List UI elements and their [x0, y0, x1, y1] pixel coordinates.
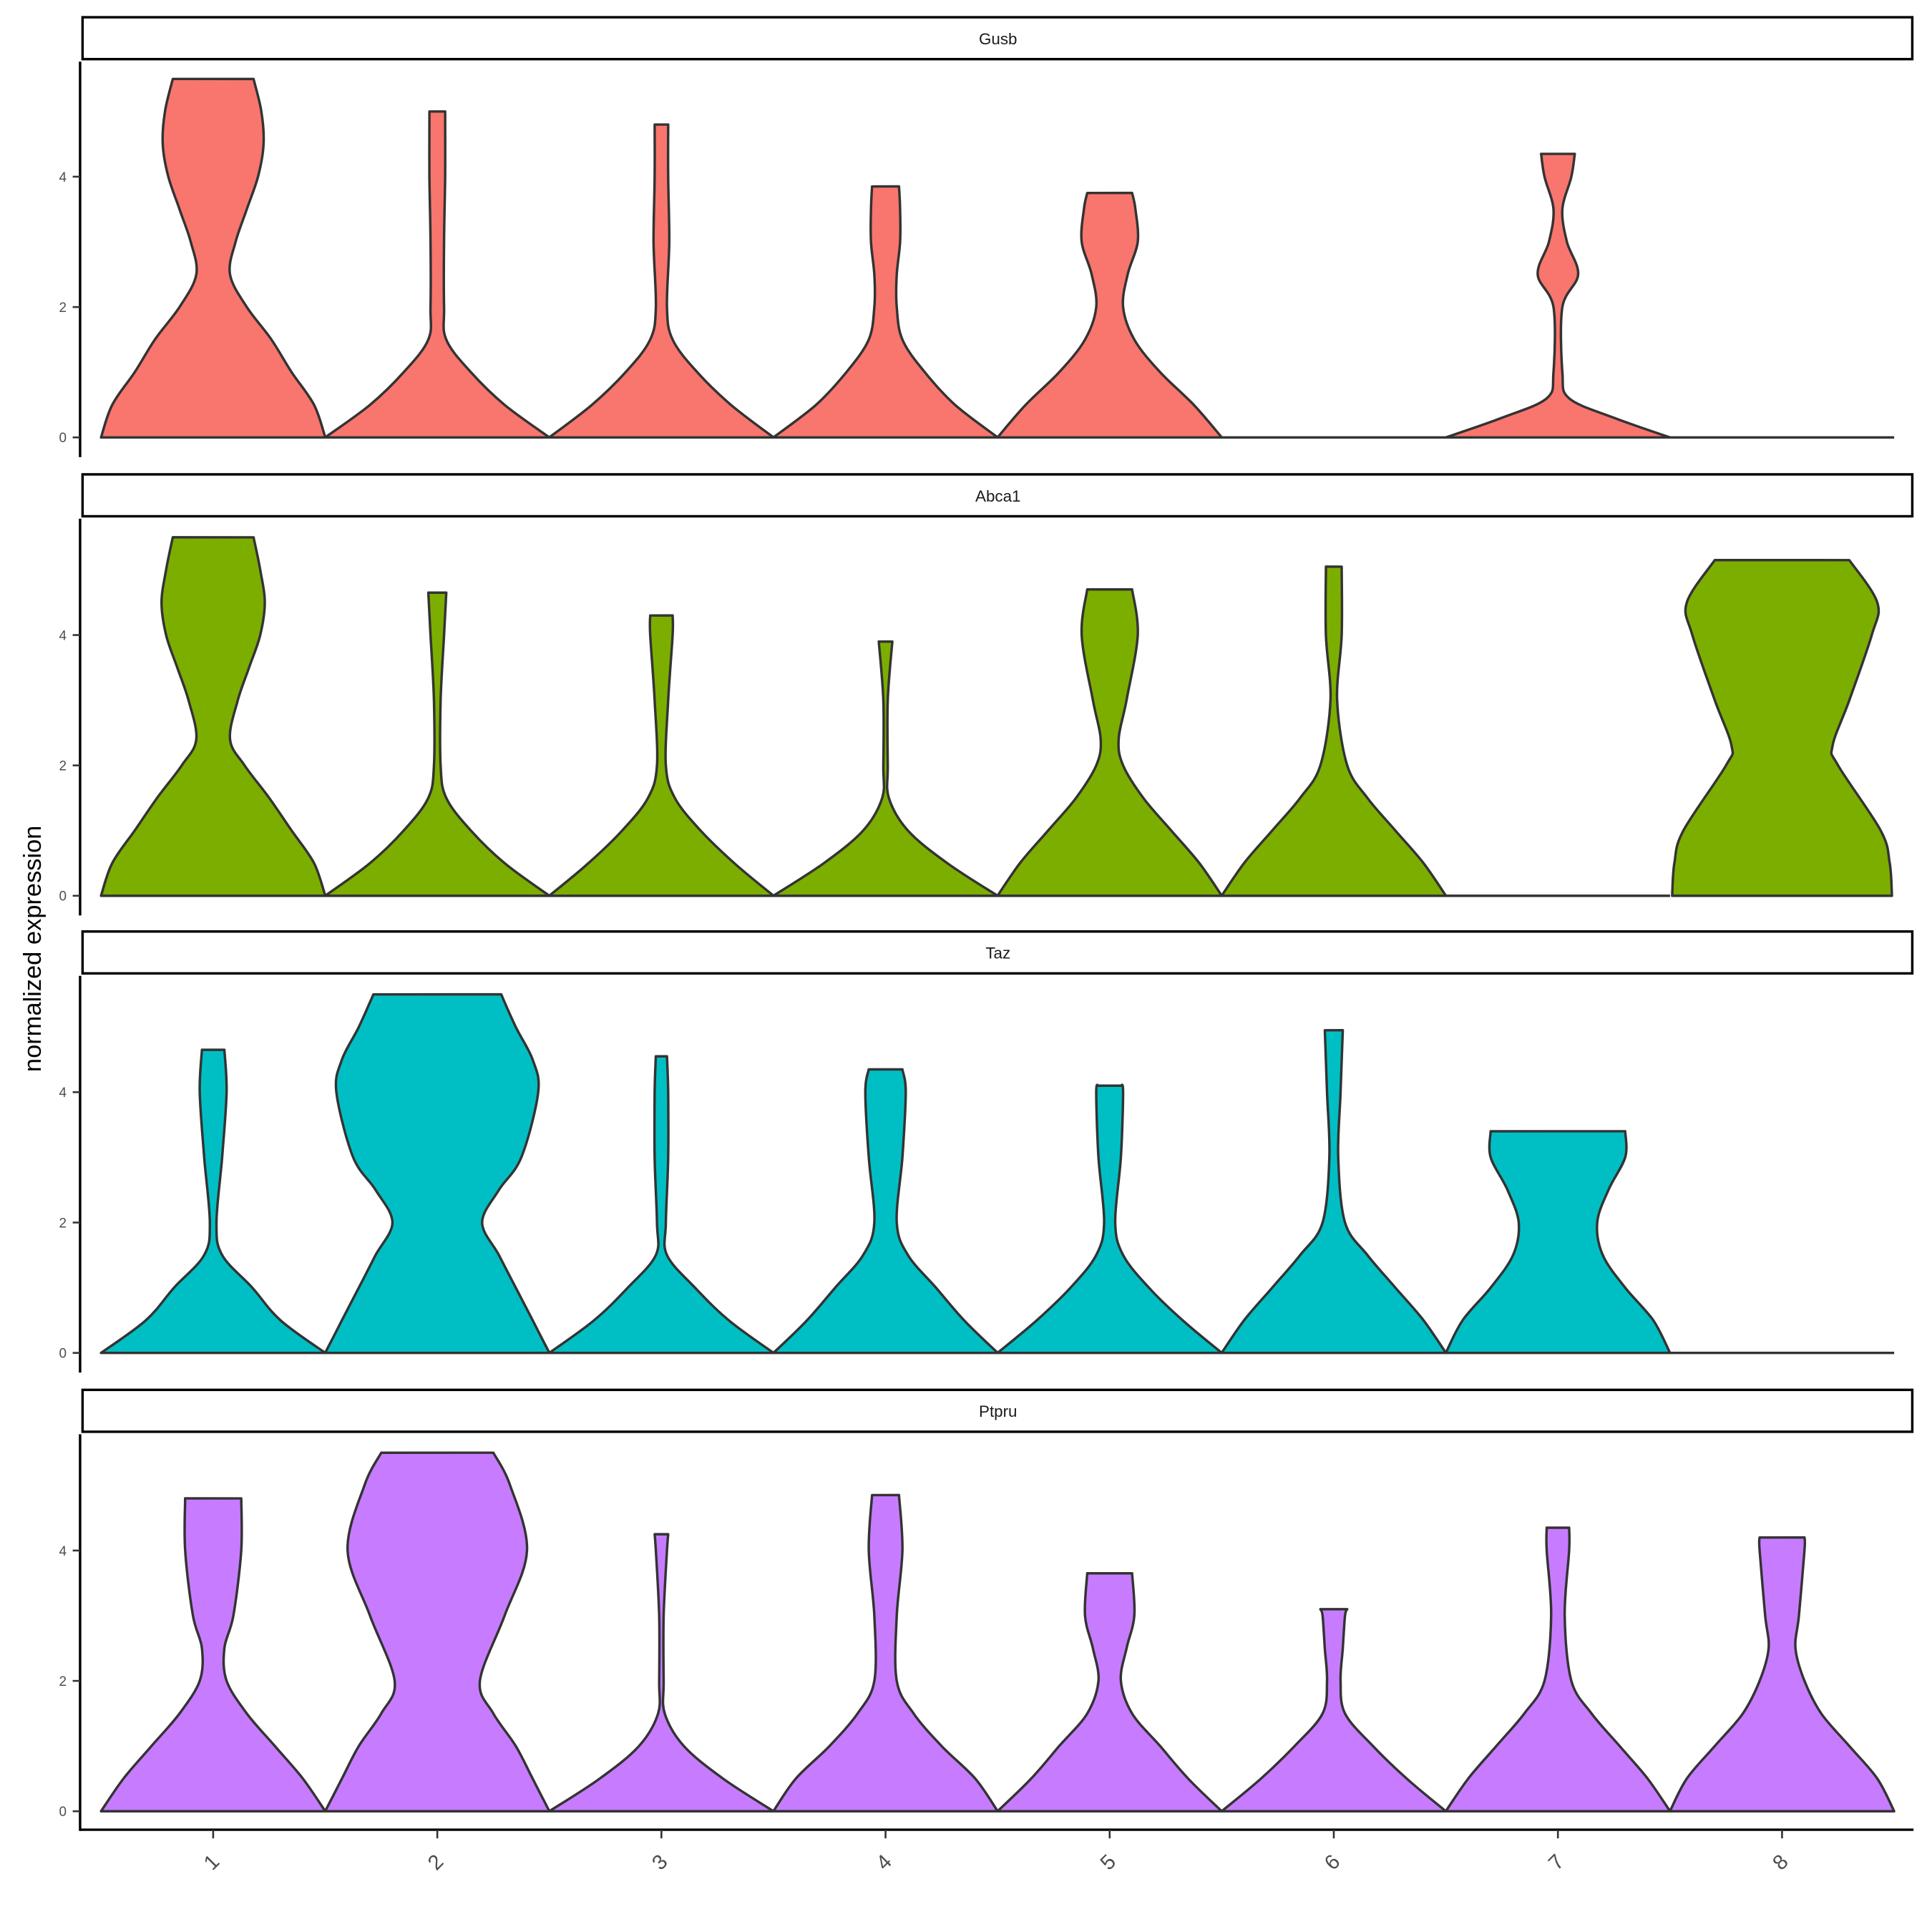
y-tick-label: 4 [59, 1085, 67, 1101]
violin-3 [547, 1055, 775, 1355]
violin-3 [547, 1533, 775, 1813]
facet-label: Ptpru [979, 1402, 1017, 1420]
y-tick-label: 0 [59, 431, 67, 446]
violin-5 [996, 1572, 1224, 1813]
panel-ptpru: Ptpru 0 2 4 [59, 1388, 1914, 1831]
violin-2 [323, 992, 551, 1355]
violin-6 [1220, 565, 1448, 897]
violin-4 [772, 185, 999, 439]
violin-8 [1669, 1536, 1896, 1813]
y-tick-label: 4 [59, 170, 67, 185]
violin-1 [99, 1497, 327, 1813]
facet-strip [81, 473, 1914, 518]
y-tick-label: 4 [59, 628, 67, 643]
facet-strip [81, 16, 1914, 61]
violin-8 [1671, 559, 1893, 897]
facet-strip [81, 930, 1914, 975]
violin-1 [99, 1048, 327, 1355]
y-tick-label: 0 [59, 1805, 67, 1820]
violin-6 [1220, 1028, 1448, 1355]
y-tick-label: 2 [59, 301, 67, 316]
violin-5 [996, 191, 1224, 439]
facet-label: Taz [985, 945, 1010, 962]
y-tick-label: 0 [59, 1347, 67, 1362]
facet-strip [81, 1388, 1914, 1433]
violin-4 [772, 1493, 999, 1813]
violin-1 [99, 77, 327, 439]
facet-label: Abca1 [975, 487, 1020, 505]
violin-2 [323, 1451, 551, 1813]
y-tick-label: 0 [59, 889, 67, 904]
violin-3 [547, 614, 775, 897]
y-tick-label: 4 [59, 1544, 67, 1559]
facet-label: Gusb [979, 30, 1017, 48]
violin-3 [547, 123, 775, 439]
violin-7 [1444, 152, 1672, 439]
y-axis-label: normalized expression [19, 826, 47, 1072]
violin-4 [772, 640, 999, 897]
y-tick-label: 2 [59, 759, 67, 774]
violin-7 [1444, 1130, 1672, 1355]
violin-4 [772, 1068, 999, 1355]
violin-5 [996, 588, 1224, 897]
x-tick-label: 8 [1769, 1850, 1793, 1875]
x-tick-label: 5 [1096, 1850, 1121, 1875]
x-tick-label: 1 [200, 1850, 224, 1875]
y-tick-label: 2 [59, 1674, 67, 1689]
x-tick-label: 4 [872, 1850, 897, 1875]
x-tick-label: 7 [1544, 1850, 1568, 1875]
violin-6 [1220, 1608, 1448, 1813]
panel-gusb: Gusb 0 2 4 [59, 16, 1914, 457]
panel-abca1: Abca1 0 2 4 [59, 473, 1914, 916]
x-tick-label: 2 [424, 1850, 448, 1875]
violin-7 [1444, 1526, 1672, 1813]
panel-taz: Taz 0 2 4 [59, 930, 1914, 1373]
violin-2 [323, 591, 551, 897]
violin-2 [323, 110, 551, 439]
violin-5 [996, 1083, 1224, 1355]
violin-1 [99, 536, 327, 897]
y-tick-label: 2 [59, 1216, 67, 1231]
x-tick-label: 3 [648, 1850, 672, 1875]
x-tick-label: 6 [1320, 1850, 1345, 1875]
